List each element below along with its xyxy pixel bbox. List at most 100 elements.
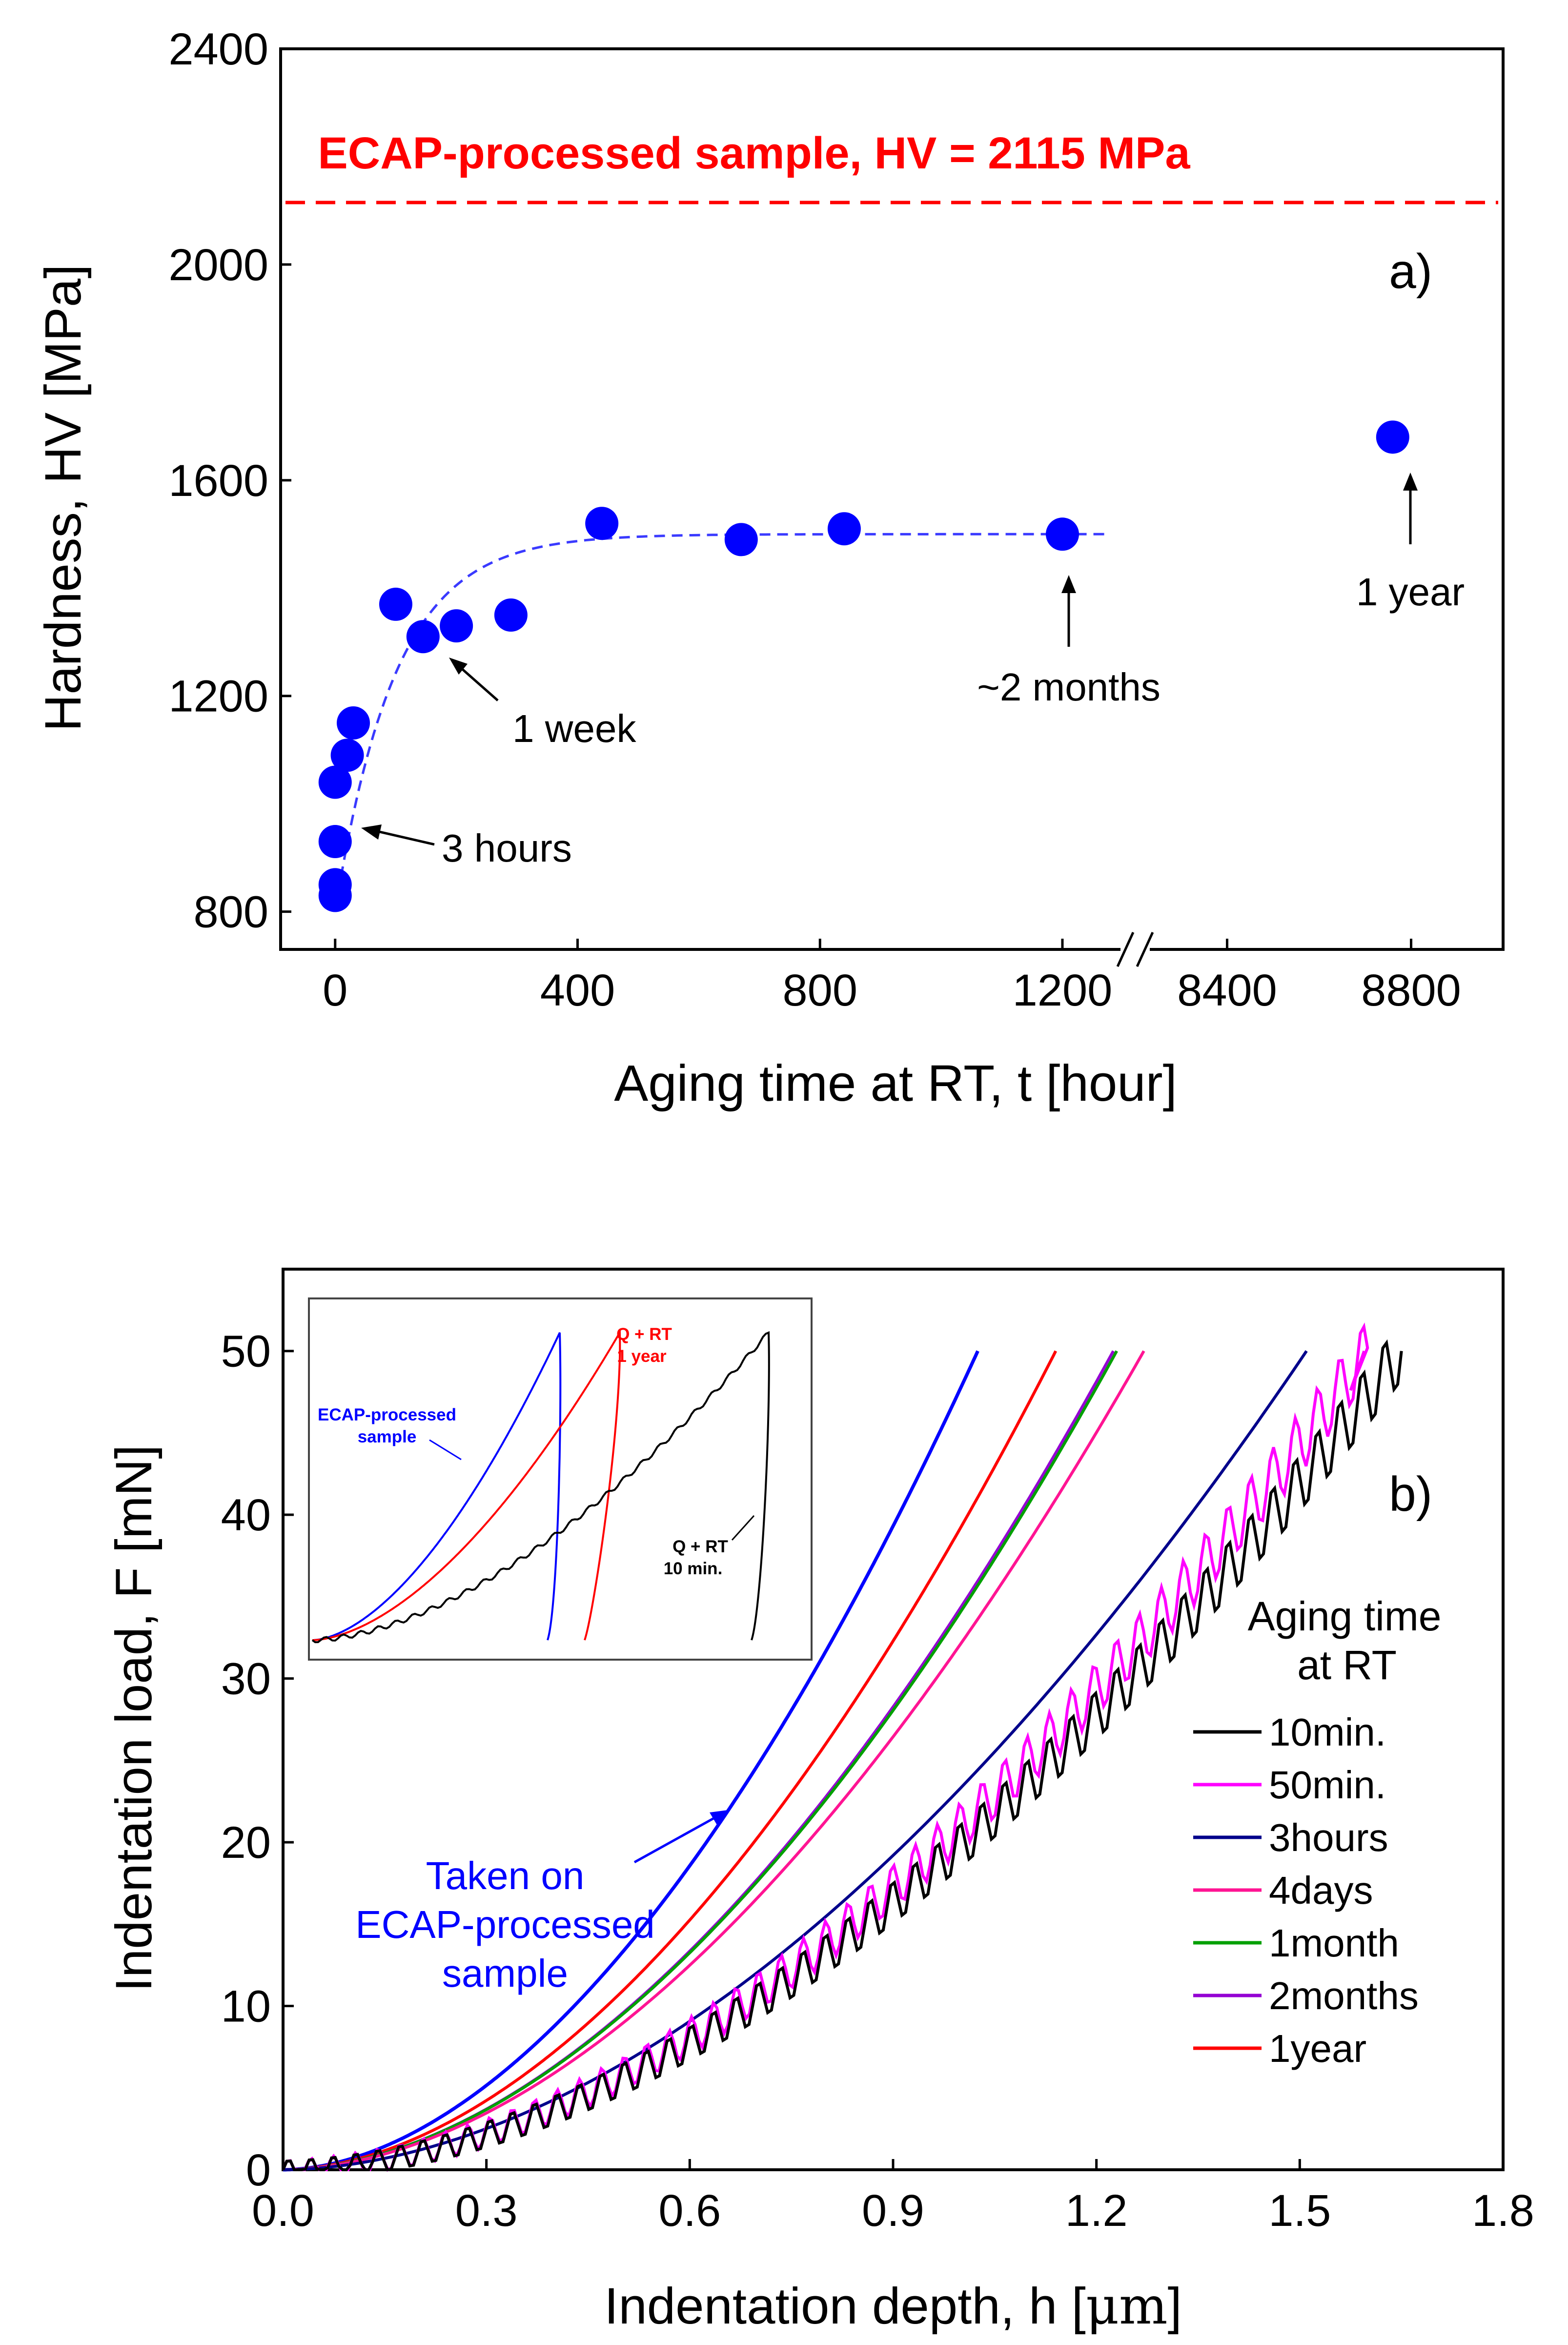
arrow-head (449, 658, 468, 675)
curve-3hours (283, 1350, 1308, 2171)
annotation-arrow (370, 828, 435, 846)
legend-label: 3hours (1269, 1816, 1388, 1859)
x-tick-label: 1200 (1013, 966, 1113, 1015)
y-tick-label: 10 (221, 1982, 271, 2032)
x-tick-label: 800 (782, 966, 857, 1015)
y-tick-label: 1600 (168, 456, 268, 506)
data-point (494, 598, 528, 632)
data-point (724, 523, 758, 556)
axis-break-slash (1136, 931, 1154, 967)
inset-label-q10-2: 10 min. (664, 1559, 723, 1578)
arrow-head (1061, 575, 1076, 593)
data-point (440, 609, 473, 643)
y-tick-label: 40 (221, 1490, 271, 1540)
y-tick-label: 50 (221, 1327, 271, 1377)
y-tick-label: 1200 (168, 672, 268, 721)
load-depth-curves (282, 1322, 1403, 2172)
axis-break-slash (1116, 931, 1135, 967)
ecap-annotation-line-1: Taken on (426, 1854, 585, 1897)
inset-label-q10-1: Q + RT (672, 1537, 728, 1556)
y-tick-label: 800 (194, 887, 269, 937)
arrow-head (1403, 473, 1418, 491)
data-point (827, 512, 861, 546)
inset-ecap-pointer (429, 1439, 462, 1460)
x-tick-label: 1.5 (1268, 2186, 1331, 2236)
legend-label: 10min. (1269, 1710, 1386, 1754)
annotation-2-months: ~2 months (977, 575, 1161, 709)
x-tick-label: 0.6 (658, 2186, 721, 2236)
y-tick-label: 2000 (168, 240, 268, 290)
inset-curve (311, 1331, 770, 1644)
x-tick-label: 0 (323, 966, 347, 1015)
x-tick-label: 1.2 (1065, 2186, 1128, 2236)
arrow-head (361, 824, 382, 840)
annotation-label: 1 week (512, 707, 636, 750)
annotation-1-year: 1 year (1356, 473, 1465, 614)
legend-title-line-2: at RT (1297, 1642, 1397, 1688)
panel-b: 0 10 20 30 40 50 0.0 0.3 0.6 0.9 1.2 1.5 1.8 b) Tak… (105, 1268, 1534, 2336)
annotation-1-week: 1 week (449, 658, 636, 750)
data-point (406, 620, 440, 654)
panel-a-frame (279, 47, 1505, 951)
legend-title-line-1: Aging time (1248, 1593, 1442, 1639)
x-tick-label: 8400 (1177, 966, 1277, 1015)
annotation-label: 3 hours (442, 826, 572, 870)
x-tick-label: 0.0 (252, 2186, 314, 2236)
legend-label: 50min. (1269, 1763, 1386, 1807)
legend-label: 1month (1269, 1921, 1399, 1965)
inset-label-q1y-1: Q + RT (616, 1325, 672, 1344)
curve-10min (282, 1339, 1403, 2172)
arrow-head (710, 1810, 728, 1826)
inset-label-q1y-2: 1 year (617, 1347, 667, 1366)
data-points (318, 420, 1409, 912)
x-label-unit: μm (1086, 2276, 1168, 2336)
axis-break-mark (1116, 931, 1154, 967)
y-tick-label: 2400 (168, 24, 268, 74)
x-tick-label: 8800 (1361, 966, 1461, 1015)
data-point (379, 587, 412, 621)
inset: ECAP-processed sample Q + RT 1 year Q + … (308, 1297, 813, 1661)
data-point (1045, 517, 1079, 551)
panel-a-x-ticks: 0 400 800 1200 8400 8800 (323, 939, 1461, 1015)
annotation-label: 1 year (1356, 570, 1465, 614)
ecap-annotation: Taken on ECAP-processed sample (355, 1810, 728, 1995)
y-tick-label: 30 (221, 1654, 271, 1704)
panel-b-y-axis-label: Indentation load, F [mN] (105, 1445, 163, 1992)
curve-4days (283, 1350, 1145, 2171)
legend: Aging time at RT 10min. 50min. 3hours 4days… (1193, 1593, 1441, 2070)
panel-b-x-ticks: 0.0 0.3 0.6 0.9 1.2 1.5 1.8 (252, 2159, 1534, 2236)
reference-line-label: ECAP-processed sample, HV = 2115 MPa (318, 128, 1190, 178)
inset-q10-pointer (731, 1515, 755, 1541)
ecap-annotation-line-3: sample (442, 1952, 568, 1995)
annotation-3-hours: 3 hours (361, 824, 572, 870)
legend-label: 4days (1269, 1869, 1373, 1912)
inset-label-ecap-2: sample (358, 1427, 417, 1446)
panel-a-x-axis-label: Aging time at RT, t [hour] (614, 1055, 1177, 1112)
x-tick-label: 0.9 (862, 2186, 924, 2236)
inset-curves (311, 1329, 770, 1644)
data-point (585, 507, 619, 540)
y-tick-label: 20 (221, 1818, 271, 1868)
y-tick-label: 0 (246, 2145, 271, 2195)
annotation-arrow (633, 1813, 721, 1864)
panel-b-x-axis-label: Indentation depth, h [μm] (604, 2276, 1182, 2336)
inset-curve (312, 1329, 621, 1641)
panel-b-label: b) (1389, 1467, 1432, 1522)
ecap-annotation-line-2: ECAP-processed (355, 1903, 655, 1946)
data-point-1-year (1376, 420, 1409, 454)
inset-curve (312, 1332, 562, 1641)
x-label-prefix: Indentation depth, h [ (604, 2278, 1086, 2335)
legend-label: 1year (1269, 2027, 1366, 2070)
data-point (318, 868, 352, 902)
legend-entries: 10min. 50min. 3hours 4days 1month 2months 1yea… (1193, 1710, 1419, 2070)
inset-label-ecap-1: ECAP-processed (318, 1405, 456, 1424)
x-tick-label: 400 (540, 966, 615, 1015)
panel-b-y-ticks: 0 10 20 30 40 50 (221, 1327, 294, 2195)
x-label-suffix: ] (1168, 2278, 1182, 2335)
annotation-label: ~2 months (977, 665, 1161, 709)
legend-label: 2months (1269, 1974, 1419, 2017)
panel-a-label: a) (1389, 244, 1432, 299)
x-tick-label: 0.3 (455, 2186, 518, 2236)
